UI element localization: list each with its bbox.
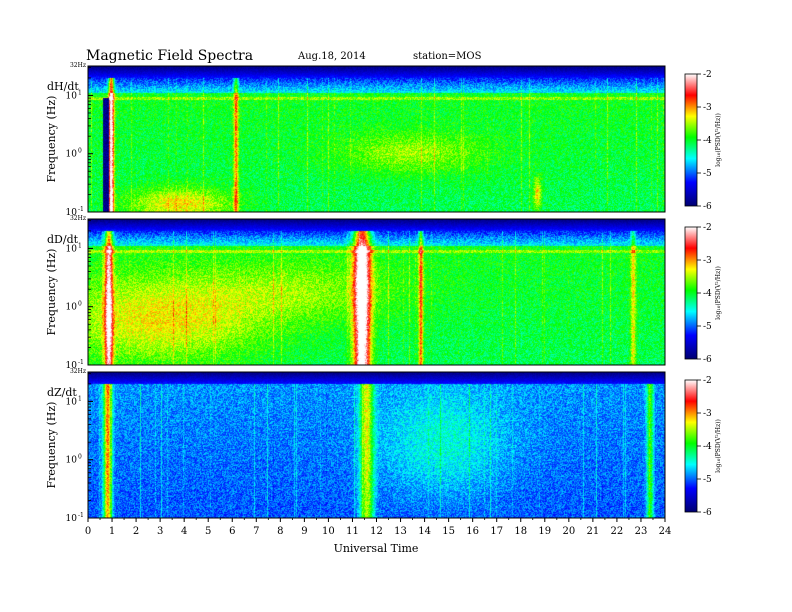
y-tick-label: 10 xyxy=(66,303,78,313)
y-tick-exponent: 0 xyxy=(78,301,82,308)
y-tick-label: 10 xyxy=(66,150,78,160)
y-tick-exponent: 0 xyxy=(78,454,82,461)
x-tick-label: 1 xyxy=(109,526,115,537)
y-tick-exponent: -1 xyxy=(78,359,84,366)
colorbar-tick-label: -4 xyxy=(703,289,712,299)
x-tick-label: 5 xyxy=(205,526,211,537)
figure-title: Magnetic Field Spectra xyxy=(86,48,253,64)
x-tick-label: 23 xyxy=(635,526,648,537)
y-tick-exponent: 1 xyxy=(78,89,82,96)
y-axis-label: Frequency (Hz) xyxy=(45,402,58,489)
colorbar-tick-label: -2 xyxy=(703,223,712,233)
colorbar-tick-label: -4 xyxy=(703,442,712,452)
panel-name-label: dD/dt xyxy=(47,233,79,246)
x-tick-label: 16 xyxy=(466,526,479,537)
x-tick-label: 21 xyxy=(587,526,600,537)
spectrogram-image xyxy=(88,219,665,365)
x-tick-label: 3 xyxy=(157,526,163,537)
y-tick-label: 10 xyxy=(66,208,78,218)
colorbar-tick-label: -4 xyxy=(703,136,712,146)
panel-frame xyxy=(87,65,666,213)
colorbar-tick-label: -5 xyxy=(703,322,712,332)
station-label: station=MOS xyxy=(413,51,482,62)
colorbar-tick-label: -3 xyxy=(703,103,712,113)
top-frequency-label: 32Hz xyxy=(70,215,86,222)
y-tick-exponent: -1 xyxy=(78,512,84,519)
colorbar xyxy=(684,379,698,513)
date-label: Aug.18, 2014 xyxy=(297,51,366,62)
x-tick-label: 0 xyxy=(85,526,91,537)
y-tick-label: 10 xyxy=(66,91,78,101)
colorbar-tick-label: -3 xyxy=(703,409,712,419)
x-tick-label: 20 xyxy=(562,526,575,537)
colorbar-label: log₁₀(PSD(V²/Hz)) xyxy=(715,113,722,167)
panel-frame xyxy=(87,218,666,366)
x-tick-label: 8 xyxy=(277,526,283,537)
colorbar-tick-label: -5 xyxy=(703,169,712,179)
colorbar-tick-label: -6 xyxy=(703,202,712,212)
x-tick-label: 18 xyxy=(514,526,527,537)
x-tick-label: 7 xyxy=(253,526,259,537)
y-axis-label: Frequency (Hz) xyxy=(45,249,58,336)
colorbar-tick-label: -6 xyxy=(703,508,712,518)
colorbar-label: log₁₀(PSD(V²/Hz)) xyxy=(715,419,722,473)
colorbar-tick-label: -5 xyxy=(703,475,712,485)
x-axis-label: Universal Time xyxy=(334,542,419,555)
colorbar-tick-label: -3 xyxy=(703,256,712,266)
x-tick-label: 19 xyxy=(538,526,551,537)
top-frequency-label: 32Hz xyxy=(70,62,86,69)
x-tick-label: 6 xyxy=(229,526,235,537)
y-tick-exponent: 0 xyxy=(78,148,82,155)
colorbar-tick-label: -6 xyxy=(703,355,712,365)
y-tick-label: 10 xyxy=(66,456,78,466)
spectrogram-image xyxy=(88,66,665,212)
y-tick-label: 10 xyxy=(66,514,78,524)
x-axis: 0 1 2 3 4 5 6 7 8 9 10 11 12 13 14 15 16 17 18 19 20 21 22 23 24 xyxy=(85,518,672,537)
panel-name-label: dH/dt xyxy=(47,80,79,93)
x-tick-label: 17 xyxy=(490,526,503,537)
x-tick-label: 10 xyxy=(322,526,335,537)
y-axis-label: Frequency (Hz) xyxy=(45,96,58,183)
x-tick-label: 4 xyxy=(181,526,187,537)
top-frequency-label: 32Hz xyxy=(70,368,86,375)
spectrogram-image xyxy=(88,372,665,518)
x-tick-label: 13 xyxy=(394,526,407,537)
colorbar-tick-label: -2 xyxy=(703,376,712,386)
x-tick-label: 9 xyxy=(301,526,307,537)
x-tick-label: 15 xyxy=(442,526,455,537)
y-tick-label: 10 xyxy=(66,244,78,254)
x-tick-label: 14 xyxy=(418,526,431,537)
y-tick-label: 10 xyxy=(66,361,78,371)
x-tick-label: 22 xyxy=(611,526,624,537)
x-tick-label: 12 xyxy=(370,526,383,537)
y-tick-exponent: 1 xyxy=(78,395,82,402)
y-tick-label: 10 xyxy=(66,397,78,407)
y-tick-exponent: -1 xyxy=(78,206,84,213)
y-tick-exponent: 1 xyxy=(78,242,82,249)
panel-name-label: dZ/dt xyxy=(47,386,77,399)
x-tick-label: 24 xyxy=(659,526,672,537)
colorbar xyxy=(684,73,698,207)
colorbar-tick-label: -2 xyxy=(703,70,712,80)
colorbar-label: log₁₀(PSD(V²/Hz)) xyxy=(715,266,722,320)
x-tick-label: 2 xyxy=(133,526,139,537)
x-tick-label: 11 xyxy=(346,526,359,537)
colorbar xyxy=(684,226,698,360)
